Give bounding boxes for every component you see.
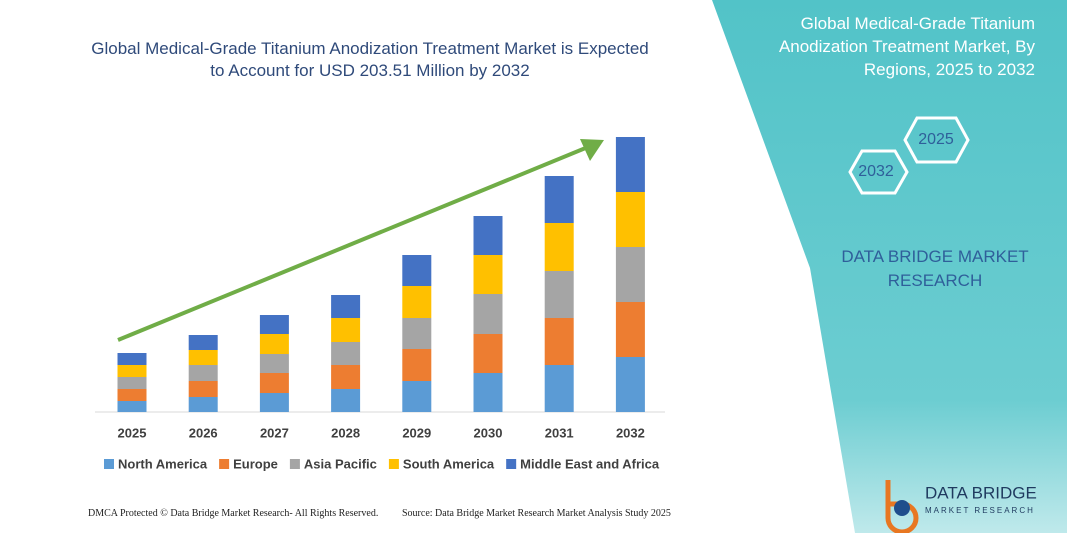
- footer-right: Source: Data Bridge Market Research Mark…: [402, 508, 671, 519]
- bar-segment: [473, 216, 503, 255]
- legend-swatch: [289, 459, 300, 469]
- legend-label: Europe: [233, 456, 278, 471]
- bar-segment: [117, 389, 147, 401]
- bar-segment: [188, 335, 218, 350]
- legend-swatch: [388, 459, 399, 469]
- bar-segment: [188, 381, 218, 397]
- bar-segment: [331, 389, 361, 412]
- bar-segment: [259, 393, 289, 412]
- bar-segment: [259, 354, 289, 373]
- bar-segment: [117, 365, 147, 377]
- legend-swatch: [506, 459, 517, 469]
- bar-segment: [402, 286, 432, 318]
- legend-label: South America: [403, 456, 495, 471]
- bar-segment: [259, 373, 289, 393]
- bar-segment: [544, 271, 574, 318]
- legend-label: Middle East and Africa: [520, 456, 660, 471]
- hex-label: 2032: [858, 163, 894, 180]
- x-tick-label: 2032: [616, 425, 645, 440]
- logo: DATA BRIDGE MARKET RESEARCH: [885, 480, 1037, 533]
- trend-arrowhead: [580, 139, 604, 161]
- hexagon: [903, 116, 970, 164]
- bar-segment: [615, 357, 645, 412]
- bar-segment: [188, 350, 218, 365]
- x-tick-label: 2028: [331, 425, 360, 440]
- bar-segment: [188, 365, 218, 381]
- bar-segment: [117, 401, 147, 412]
- x-tick-label: 2029: [402, 425, 431, 440]
- bar-segment: [331, 295, 361, 318]
- bar-segment: [331, 318, 361, 342]
- bar-segment: [473, 294, 503, 334]
- footer-left: DMCA Protected © Data Bridge Market Rese…: [88, 508, 379, 519]
- bar-segment: [615, 137, 645, 192]
- legend-label: North America: [118, 456, 208, 471]
- legend-swatch: [219, 459, 230, 469]
- trend-arrow: [117, 145, 589, 342]
- legend-swatch: [104, 459, 114, 469]
- bar-segment: [615, 247, 645, 302]
- bar-segment: [544, 223, 574, 271]
- bar-segment: [473, 255, 503, 294]
- x-tick-label: 2025: [118, 425, 147, 440]
- bar-segment: [544, 176, 574, 223]
- x-tick-label: 2030: [474, 425, 503, 440]
- panel-title: Global Medical-Grade Titanium Anodizatio…: [778, 14, 1035, 79]
- bar-segment: [117, 377, 147, 389]
- legend-label: Asia Pacific: [304, 456, 377, 471]
- bar-segment: [544, 365, 574, 412]
- bar-segment: [402, 349, 432, 381]
- bar-segment: [259, 334, 289, 354]
- bar-segment: [188, 397, 218, 412]
- bar-segment: [117, 353, 147, 365]
- bar-segment: [402, 318, 432, 349]
- x-tick-label: 2027: [260, 425, 289, 440]
- chart-title: Global Medical-Grade Titanium Anodizatio…: [91, 39, 649, 80]
- side-panel: [712, 0, 1067, 533]
- x-tick-label: 2031: [545, 425, 574, 440]
- brand: DATA BRIDGE MARKET RESEARCH: [841, 247, 1029, 290]
- bar-segment: [544, 318, 574, 365]
- bar-segment: [615, 302, 645, 357]
- logo-mark: [894, 500, 910, 516]
- bar-segment: [331, 342, 361, 365]
- bar-segment: [402, 381, 432, 412]
- bar-segment: [473, 334, 503, 373]
- bar-segment: [615, 192, 645, 247]
- bar-segment: [402, 255, 432, 286]
- hex-label: 2025: [918, 131, 954, 148]
- hexagon: [848, 149, 909, 195]
- bar-segment: [259, 315, 289, 334]
- logo-tagline: MARKET RESEARCH: [925, 506, 1035, 515]
- x-tick-label: 2026: [189, 425, 218, 440]
- bar-segment: [473, 373, 503, 412]
- bar-segment: [331, 365, 361, 389]
- logo-name: DATA BRIDGE: [925, 483, 1037, 502]
